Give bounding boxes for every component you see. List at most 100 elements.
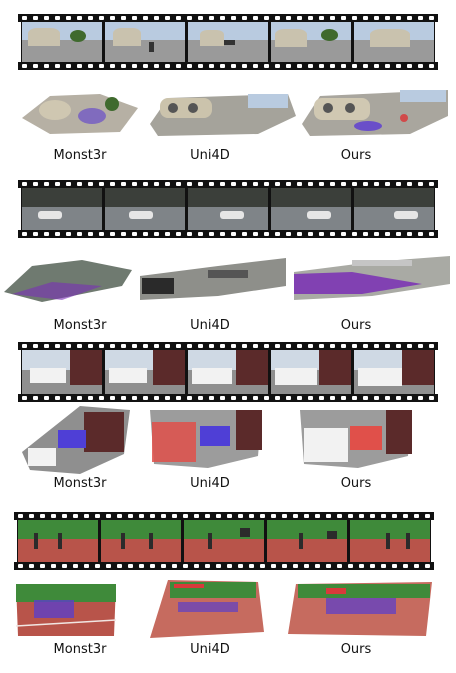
film-perforation [297, 16, 302, 20]
film-perforation [363, 182, 368, 186]
film-border-bottom [18, 394, 438, 402]
film-perforation [275, 396, 280, 400]
method-label: Uni4D [190, 148, 230, 163]
film-perforation [33, 344, 38, 348]
film-perforation [304, 564, 309, 568]
film-perforation [55, 232, 60, 236]
film-perforation [18, 514, 23, 518]
film-perforation [271, 514, 276, 518]
film-perforation [55, 396, 60, 400]
reconstruction-monst3r [22, 406, 130, 474]
input-frame [350, 520, 430, 562]
film-perforation [297, 64, 302, 68]
reconstruction-ours [300, 410, 412, 468]
film-perforation [249, 514, 254, 518]
film-perforation [407, 344, 412, 348]
film-perforation [341, 64, 346, 68]
film-perforation [396, 182, 401, 186]
film-perforation [44, 232, 49, 236]
film-perforation [176, 64, 181, 68]
method-label: Monst3r [53, 148, 107, 163]
film-perforation [132, 64, 137, 68]
film-perforation [209, 232, 214, 236]
film-perforation [330, 16, 335, 20]
film-perforation [84, 514, 89, 518]
film-perforation [165, 396, 170, 400]
film-perforation [418, 182, 423, 186]
film-perforation [352, 182, 357, 186]
film-perforation [95, 564, 100, 568]
method-label: Monst3r [53, 318, 107, 333]
film-perforation [238, 564, 243, 568]
reconstruction-uni4d [150, 94, 296, 136]
film-perforation [176, 232, 181, 236]
film-border-top [18, 180, 438, 188]
film-perforation [198, 182, 203, 186]
input-frame [271, 22, 351, 62]
film-perforation [429, 64, 434, 68]
film-perforation [117, 564, 122, 568]
film-perforation [165, 182, 170, 186]
film-perforation [359, 514, 364, 518]
film-perforation [414, 564, 419, 568]
film-perforation [341, 344, 346, 348]
film-perforation [352, 232, 357, 236]
film-perforation [143, 182, 148, 186]
film-perforation [374, 182, 379, 186]
film-perforation [110, 16, 115, 20]
film-perforation [132, 344, 137, 348]
film-perforation [330, 344, 335, 348]
method-label: Monst3r [53, 476, 107, 491]
film-perforation [176, 396, 181, 400]
film-perforation [352, 344, 357, 348]
film-perforation [264, 232, 269, 236]
film-border-top [14, 512, 434, 520]
film-perforation [374, 396, 379, 400]
film-perforation [106, 514, 111, 518]
film-perforation [418, 396, 423, 400]
film-perforation [330, 182, 335, 186]
film-perforation [183, 514, 188, 518]
film-perforation [286, 396, 291, 400]
film-perforation [55, 344, 60, 348]
film-perforation [418, 64, 423, 68]
film-perforation [403, 564, 408, 568]
input-frame [18, 520, 98, 562]
film-perforation [341, 16, 346, 20]
film-perforation [220, 344, 225, 348]
method-label: Uni4D [190, 476, 230, 491]
film-perforation [198, 232, 203, 236]
film-perforation [165, 344, 170, 348]
film-perforation [139, 564, 144, 568]
method-label: Ours [340, 318, 372, 333]
film-perforation [275, 344, 280, 348]
frame-sequence [21, 22, 435, 62]
film-perforation [143, 344, 148, 348]
film-perforation [396, 396, 401, 400]
film-border-bottom [18, 230, 438, 238]
film-perforation [55, 182, 60, 186]
film-perforation [44, 16, 49, 20]
film-perforation [216, 564, 221, 568]
film-perforation [238, 514, 243, 518]
film-perforation [282, 514, 287, 518]
film-perforation [154, 232, 159, 236]
film-perforation [198, 344, 203, 348]
film-perforation [392, 514, 397, 518]
input-frame [267, 520, 347, 562]
film-perforation [150, 514, 155, 518]
film-border-top [18, 342, 438, 350]
film-perforation [326, 514, 331, 518]
film-perforation [77, 182, 82, 186]
film-perforation [286, 64, 291, 68]
frame-sequence [17, 520, 431, 562]
film-perforation [22, 396, 27, 400]
film-perforation [337, 514, 342, 518]
film-perforation [319, 64, 324, 68]
film-perforation [172, 564, 177, 568]
film-perforation [205, 564, 210, 568]
film-perforation [22, 232, 27, 236]
film-perforation [326, 564, 331, 568]
film-perforation [348, 514, 353, 518]
film-perforation [429, 232, 434, 236]
